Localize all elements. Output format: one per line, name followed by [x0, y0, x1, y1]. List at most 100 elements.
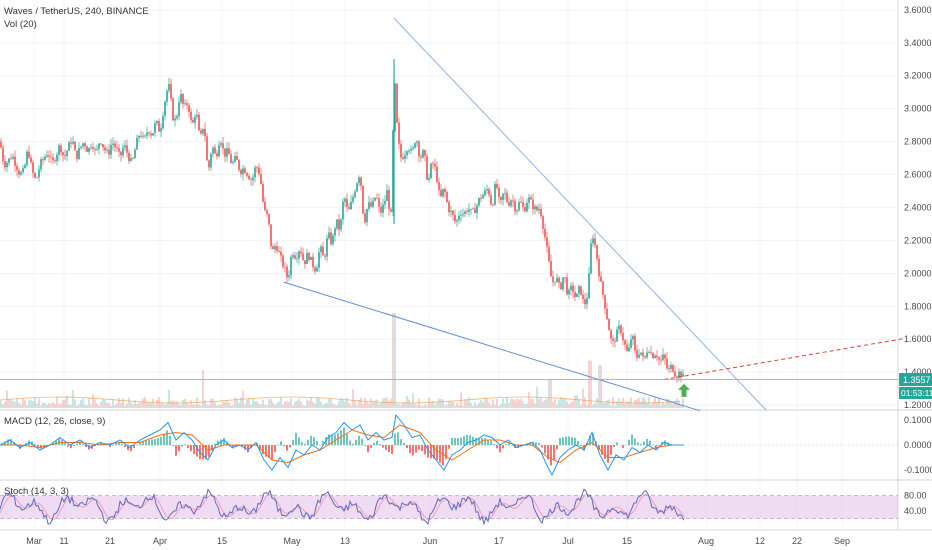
volume-bar: [260, 404, 262, 408]
candle-body: [560, 282, 562, 290]
price-tick-label: 2.2000: [904, 235, 932, 245]
projection-line: [663, 337, 906, 381]
volume-bar: [98, 405, 100, 408]
candle-body: [318, 252, 320, 268]
volume-bar: [16, 397, 18, 408]
volume-bar: [280, 397, 282, 408]
candle-body: [136, 137, 138, 150]
candle-body: [202, 128, 204, 134]
candle-body: [238, 159, 240, 171]
candle-body: [0, 141, 2, 148]
macd-histogram-bar: [352, 443, 354, 446]
volume-bar: [672, 403, 674, 408]
volume-bar: [360, 397, 362, 408]
macd-histogram-bar: [121, 443, 123, 446]
candle-body: [164, 101, 166, 116]
volume-bar: [388, 401, 390, 408]
macd-histogram-bar: [457, 438, 459, 446]
volume-bar: [668, 399, 670, 408]
candle-body: [340, 219, 342, 230]
volume-bar: [580, 404, 582, 408]
volume-bar: [74, 399, 76, 408]
macd-histogram-bar: [178, 445, 180, 452]
volume-bar: [230, 405, 232, 408]
candle-body: [570, 285, 572, 290]
candle-body: [382, 204, 384, 213]
candle-body: [60, 145, 62, 153]
macd-histogram-bar: [157, 438, 159, 446]
volume-bar: [464, 399, 466, 408]
volume-bar: [52, 402, 54, 408]
candle-body: [56, 154, 58, 162]
volume-bar: [480, 399, 482, 408]
volume-bar: [212, 398, 214, 408]
volume-bar: [568, 403, 570, 408]
candle-body: [510, 200, 512, 206]
candle-body: [142, 135, 144, 137]
candle-body: [204, 128, 206, 137]
macd-histogram-bar: [211, 445, 213, 451]
time-axis[interactable]: Mar 11 21 Apr 15 May 13 Jun 17 Jul 15 Aug 12 22 Sep: [26, 536, 850, 546]
volume-bar: [142, 398, 144, 408]
volume-bar: [634, 400, 636, 408]
volume-bar: [244, 404, 246, 408]
volume-bar: [10, 399, 12, 408]
candle-body: [342, 201, 344, 220]
volume-bar: [674, 400, 676, 408]
volume-bar: [470, 403, 472, 408]
macd-histogram-bar: [73, 445, 75, 446]
candle-body: [188, 105, 190, 112]
candle-body: [224, 148, 226, 157]
candle-body: [534, 206, 536, 210]
volume-bar: [350, 405, 352, 408]
candle-body: [470, 208, 472, 210]
volume-bar: [228, 402, 230, 408]
volume-bar: [184, 398, 186, 408]
volume-bar: [330, 397, 332, 408]
candle-body: [420, 156, 422, 158]
candle-body: [34, 172, 36, 178]
candle-body: [446, 191, 448, 202]
volume-bar: [682, 398, 684, 408]
macd-histogram-bar: [445, 445, 447, 460]
volume-bar: [140, 402, 142, 408]
candle-body: [74, 141, 76, 151]
time-tick-label: 12: [755, 536, 765, 546]
volume-bar: [586, 405, 588, 408]
volume-bar: [450, 401, 452, 408]
candle-body: [492, 204, 494, 206]
candle-body: [412, 147, 414, 150]
macd-histogram-bar: [166, 430, 168, 446]
volume-bar: [430, 403, 432, 408]
candle-body: [240, 170, 242, 175]
volume-bar: [166, 402, 168, 408]
volume-bar: [24, 400, 26, 408]
candle-body: [50, 156, 52, 158]
macd-histogram-bar: [64, 443, 66, 446]
volume-bar: [564, 398, 566, 408]
volume-bar: [110, 405, 112, 408]
volume-bar: [226, 400, 228, 408]
volume-bar: [274, 404, 276, 408]
price-axis[interactable]: 1.2000 1.4000 1.6000 1.8000 2.0000 2.2000 2.40…: [904, 5, 932, 516]
volume-bar: [114, 405, 116, 408]
volume-bar: [646, 403, 648, 408]
volume-bar: [378, 404, 380, 408]
candle-body: [416, 141, 418, 144]
macd-histogram-bar: [607, 445, 609, 463]
candle-body: [588, 273, 590, 299]
volume-bar: [144, 397, 146, 408]
macd-histogram-bar: [217, 440, 219, 446]
candle-body: [582, 294, 584, 300]
volume-bar: [268, 399, 270, 408]
macd-histogram-bar: [577, 441, 579, 446]
macd-histogram-bar: [631, 434, 633, 446]
macd-histogram-bar: [478, 438, 480, 446]
volume-bar: [616, 401, 618, 408]
volume-bar: [318, 398, 320, 408]
volume-bar: [680, 404, 682, 408]
volume-bar: [254, 401, 256, 408]
candle-body: [334, 228, 336, 236]
candle-body: [580, 286, 582, 295]
